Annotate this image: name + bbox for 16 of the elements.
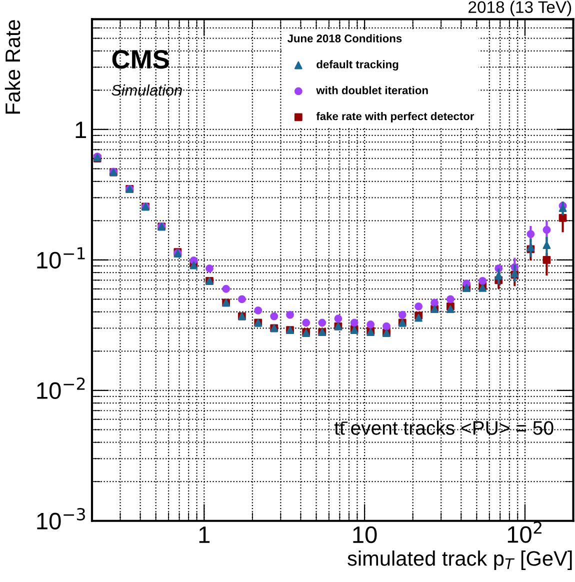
x-tick-label: 10$^{2}$: [508, 521, 542, 543]
x-axis-title: simulated track p$_{T}$ [GeV]: [348, 550, 572, 570]
y-tick-label: 1: [76, 122, 86, 138]
annotation: Simulation: [112, 84, 182, 96]
chart-title: 2018 (13 TeV): [468, 0, 572, 16]
x-tick-label: 1: [199, 526, 210, 543]
y-tick-label: 10$^{−2}$: [37, 377, 85, 400]
x-tick-label: 10: [353, 526, 377, 544]
y-tick-label: 10$^{−3}$: [37, 508, 85, 530]
legend-label: with doublet iteration: [316, 86, 428, 94]
legend-label: fake rate with perfect detector: [316, 112, 474, 122]
y-axis-title: Fake Rate: [4, 20, 20, 114]
annotation: CMS: [112, 50, 169, 69]
legend-label: default tracking: [316, 60, 398, 71]
y-tick-label: 10$^{−1}$: [37, 247, 85, 269]
legend-title: June 2018 Conditions: [287, 34, 402, 42]
